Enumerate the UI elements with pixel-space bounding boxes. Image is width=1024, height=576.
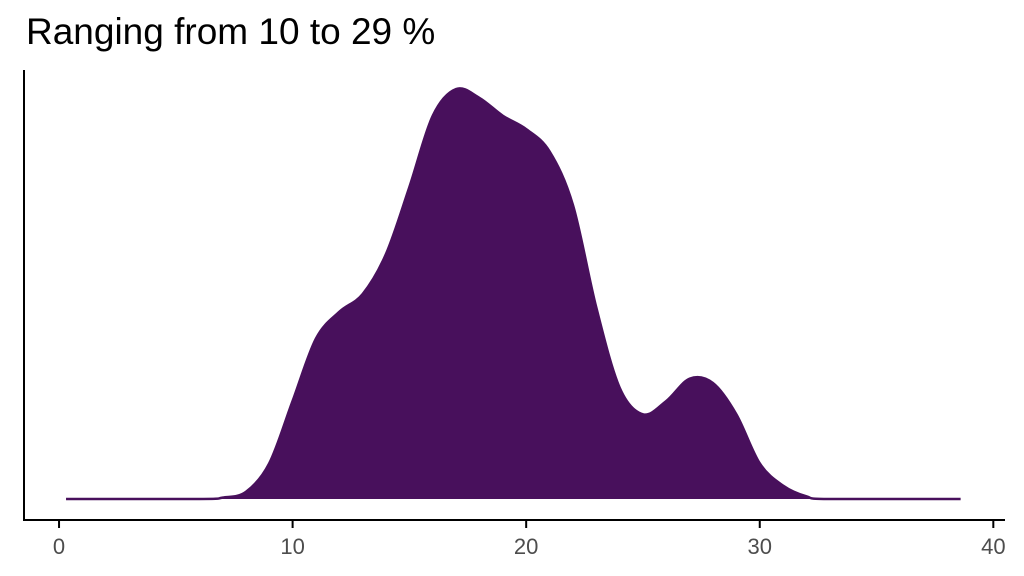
x-axis-ticks: 0 10 20 30 40 <box>53 520 1006 559</box>
x-tick-label: 20 <box>514 534 538 559</box>
chart-title: Ranging from 10 to 29 % <box>26 11 436 52</box>
density-area <box>66 88 961 499</box>
x-tick-label: 40 <box>981 534 1005 559</box>
x-tick-label: 10 <box>280 534 304 559</box>
x-tick-label: 30 <box>748 534 772 559</box>
density-outline <box>66 87 961 501</box>
density-area-layer <box>66 87 961 501</box>
x-tick-label: 0 <box>53 534 65 559</box>
